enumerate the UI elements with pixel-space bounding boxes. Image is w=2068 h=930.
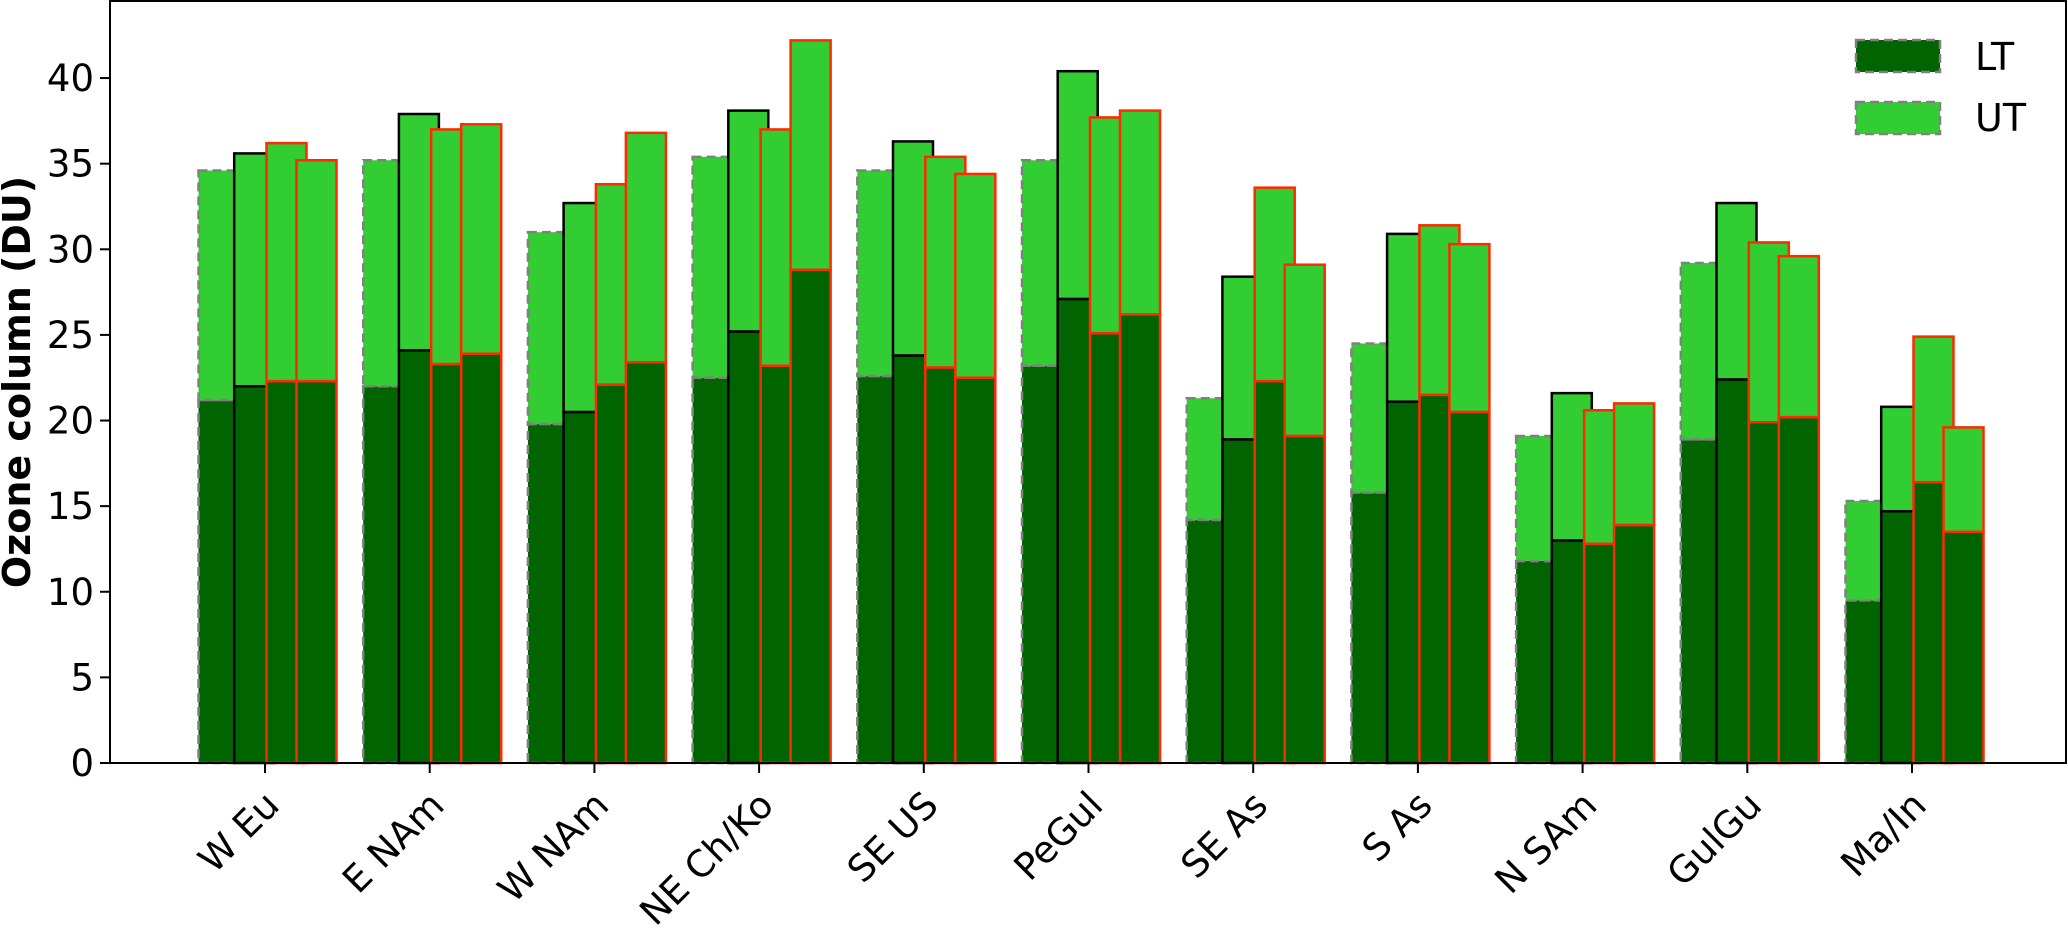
bar-lt (1448, 410, 1491, 765)
bar-lt (361, 385, 405, 765)
bars-layer (197, 39, 1985, 765)
bar-ut (1350, 342, 1393, 494)
y-axis-label: Ozone column (DU) (0, 176, 39, 588)
bar-lt (1185, 518, 1228, 765)
bar-lt (295, 379, 338, 765)
y-tick-label: 30 (47, 228, 94, 271)
x-tick-label: E NAm (334, 783, 452, 901)
x-tick-label: NE Ch/Ko (631, 783, 781, 930)
bar-ut (856, 169, 899, 378)
x-tick-label: GulGu (1659, 783, 1770, 894)
legend-swatch-ut (1854, 100, 1942, 136)
bar-ut (1777, 254, 1821, 419)
bar-ut (1283, 263, 1326, 438)
legend-swatch-lt (1854, 38, 1942, 74)
x-tick-label: N SAm (1487, 783, 1606, 902)
legend-label-lt: LT (1975, 35, 2015, 79)
bar-ut (1185, 397, 1228, 522)
x-tick-label: PeGul (1006, 783, 1111, 888)
legend: LT UT (1854, 35, 2027, 140)
y-axis: 0 5 10 15 20 25 30 35 40 (47, 57, 110, 785)
x-tick-label: Ma/In (1833, 783, 1935, 885)
bar-ut (1020, 158, 1064, 367)
bar-lt (1679, 438, 1723, 765)
x-tick-label: SE As (1173, 783, 1276, 886)
bar-lt (1612, 523, 1656, 765)
y-tick-label: 15 (47, 485, 94, 528)
bar-ut (1118, 109, 1162, 316)
bar-ut (789, 39, 832, 272)
bar-ut (526, 230, 570, 426)
bar-lt (1844, 599, 1887, 765)
bar-ut (1612, 402, 1656, 527)
bar-ut (1448, 242, 1491, 414)
bar-ut (1679, 261, 1723, 441)
y-tick-label: 20 (47, 400, 94, 443)
bar-lt (1118, 313, 1162, 765)
y-tick-label: 25 (47, 314, 94, 357)
bar-lt (954, 376, 997, 765)
bar-lt (1350, 491, 1393, 765)
bar-lt (1514, 559, 1558, 765)
bar-ut (624, 131, 668, 364)
y-tick-label: 5 (70, 656, 94, 699)
y-tick-label: 40 (47, 57, 94, 100)
bar-ut (1844, 499, 1887, 602)
y-tick-label: 35 (47, 143, 94, 186)
legend-label-ut: UT (1975, 96, 2027, 140)
bar-lt (624, 361, 668, 765)
bar-lt (1942, 530, 1985, 765)
bar-lt (526, 422, 570, 765)
bar-lt (459, 352, 503, 765)
bar-ut (361, 158, 405, 388)
bar-lt (856, 374, 899, 765)
bar-lt (197, 398, 240, 765)
y-tick-label: 10 (47, 571, 94, 614)
bar-lt (1777, 415, 1821, 765)
bar-lt (1283, 434, 1326, 765)
x-tick-label: W Eu (190, 783, 288, 881)
bar-lt (691, 376, 734, 765)
x-tick-label: SE US (839, 783, 947, 891)
bar-ut (1942, 426, 1985, 534)
x-axis: W Eu E NAm W NAm NE Ch/Ko SE US PeGul SE As S A… (190, 763, 1935, 930)
bar-ut (954, 172, 997, 379)
bar-ut (295, 158, 338, 383)
bar-lt (1020, 364, 1064, 765)
bar-ut (1514, 434, 1558, 563)
bar-lt (789, 268, 832, 765)
x-tick-label: S As (1354, 783, 1441, 870)
bar-ut (691, 155, 734, 379)
bar-ut (459, 123, 503, 355)
y-tick-label: 0 (70, 742, 94, 785)
x-tick-label: W NAm (490, 783, 618, 911)
bar-ut (197, 169, 240, 402)
